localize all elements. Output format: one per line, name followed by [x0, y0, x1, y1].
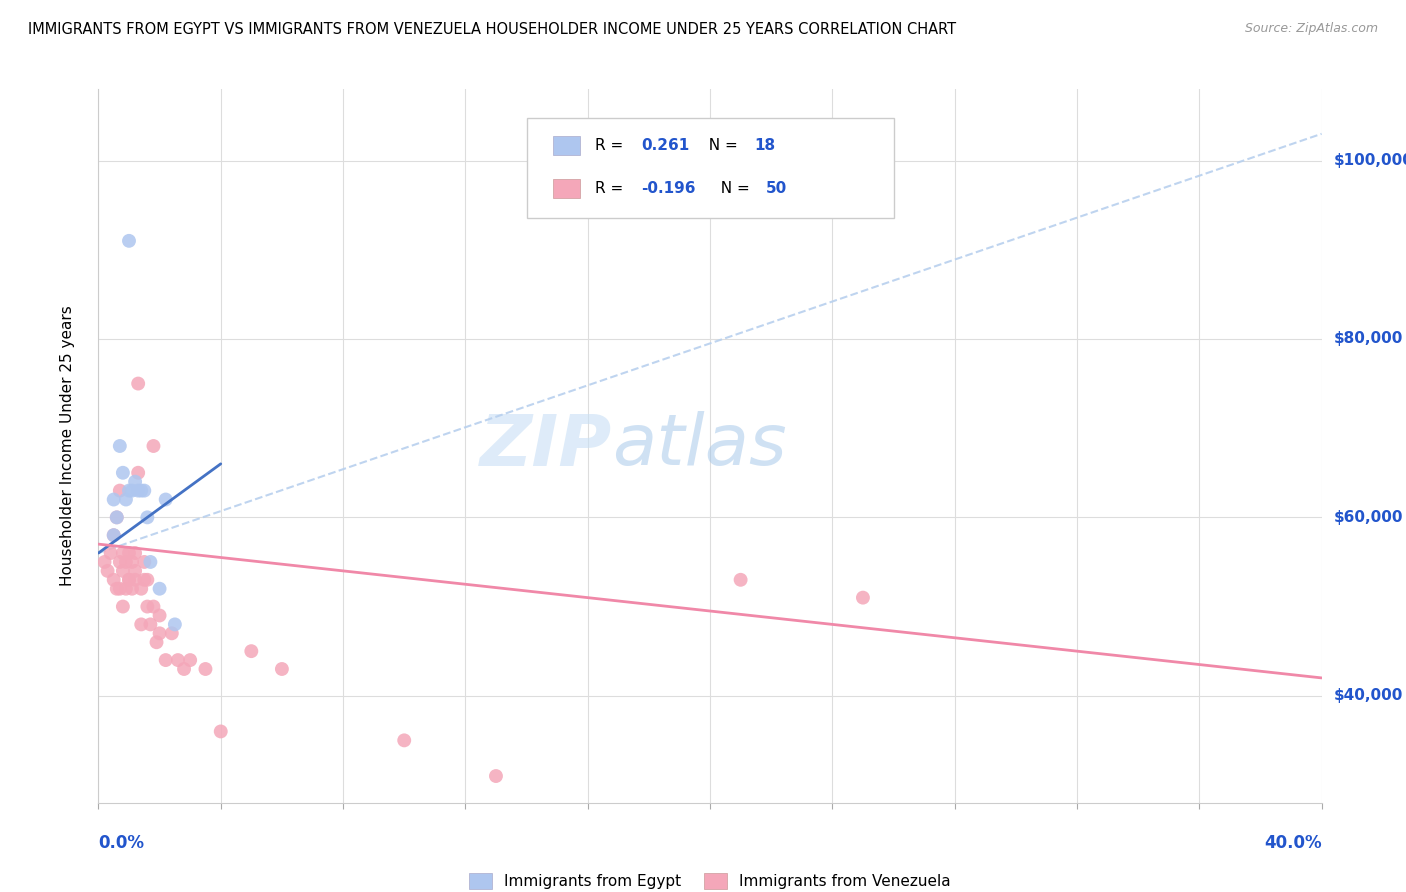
FancyBboxPatch shape [526, 118, 894, 218]
Point [111, 546, 134, 560]
Text: atlas: atlas [612, 411, 787, 481]
Point [115, 492, 138, 507]
Point [103, 573, 125, 587]
Point [127, 466, 149, 480]
Point [103, 528, 125, 542]
Point [194, 662, 217, 676]
Text: N =: N = [699, 138, 742, 153]
Point [134, 555, 156, 569]
Point [155, 653, 177, 667]
Bar [554, 178, 581, 198]
Point [118, 573, 141, 587]
Point [111, 466, 134, 480]
Point [139, 555, 162, 569]
Text: $100,000: $100,000 [1334, 153, 1406, 168]
Text: 0.261: 0.261 [641, 138, 690, 153]
Point [485, 769, 508, 783]
Point [129, 617, 152, 632]
Point [392, 733, 416, 747]
Point [121, 582, 143, 596]
Text: $60,000: $60,000 [1334, 510, 1403, 524]
Point [115, 582, 138, 596]
Point [121, 483, 143, 498]
Point [155, 492, 177, 507]
Point [118, 234, 141, 248]
Point [173, 662, 195, 676]
Point [142, 599, 165, 614]
Text: 0.0%: 0.0% [98, 834, 145, 852]
Point [730, 573, 752, 587]
Point [97, 564, 120, 578]
Legend: Immigrants from Egypt, Immigrants from Venezuela: Immigrants from Egypt, Immigrants from V… [463, 867, 957, 892]
Point [103, 528, 125, 542]
Bar [554, 136, 581, 155]
Point [118, 573, 141, 587]
Point [108, 483, 131, 498]
Point [179, 653, 201, 667]
Point [108, 439, 131, 453]
Point [145, 635, 167, 649]
Text: R =: R = [595, 181, 628, 195]
Point [115, 555, 138, 569]
Point [149, 626, 172, 640]
Point [105, 510, 128, 524]
Text: IMMIGRANTS FROM EGYPT VS IMMIGRANTS FROM VENEZUELA HOUSEHOLDER INCOME UNDER 25 Y: IMMIGRANTS FROM EGYPT VS IMMIGRANTS FROM… [28, 22, 956, 37]
Point [142, 439, 165, 453]
Point [124, 564, 146, 578]
Point [108, 555, 131, 569]
Point [124, 475, 146, 489]
Text: $80,000: $80,000 [1334, 332, 1403, 346]
Text: ZIP: ZIP [479, 411, 612, 481]
Point [100, 546, 122, 560]
Point [163, 617, 186, 632]
Text: $40,000: $40,000 [1334, 689, 1403, 703]
Point [124, 546, 146, 560]
Point [111, 564, 134, 578]
Point [136, 573, 159, 587]
Point [149, 608, 172, 623]
Point [134, 573, 156, 587]
Text: 50: 50 [766, 181, 787, 195]
Point [129, 483, 152, 498]
Point [852, 591, 875, 605]
Point [121, 555, 143, 569]
Point [167, 653, 190, 667]
Point [103, 492, 125, 507]
Point [111, 599, 134, 614]
Point [108, 582, 131, 596]
Point [134, 483, 156, 498]
Point [160, 626, 183, 640]
Text: N =: N = [711, 181, 755, 195]
Point [127, 376, 149, 391]
Text: 18: 18 [754, 138, 775, 153]
Point [93, 555, 115, 569]
Point [127, 483, 149, 498]
Point [124, 573, 146, 587]
Point [139, 617, 162, 632]
Point [240, 644, 263, 658]
Point [105, 582, 128, 596]
Point [118, 483, 141, 498]
Text: -0.196: -0.196 [641, 181, 696, 195]
Point [136, 599, 159, 614]
Point [149, 582, 172, 596]
Point [129, 582, 152, 596]
Point [105, 510, 128, 524]
Point [270, 662, 292, 676]
Text: R =: R = [595, 138, 628, 153]
Text: Source: ZipAtlas.com: Source: ZipAtlas.com [1244, 22, 1378, 36]
Text: 40.0%: 40.0% [1264, 834, 1322, 852]
Y-axis label: Householder Income Under 25 years: Householder Income Under 25 years [60, 306, 75, 586]
Point [136, 510, 159, 524]
Point [118, 546, 141, 560]
Point [209, 724, 232, 739]
